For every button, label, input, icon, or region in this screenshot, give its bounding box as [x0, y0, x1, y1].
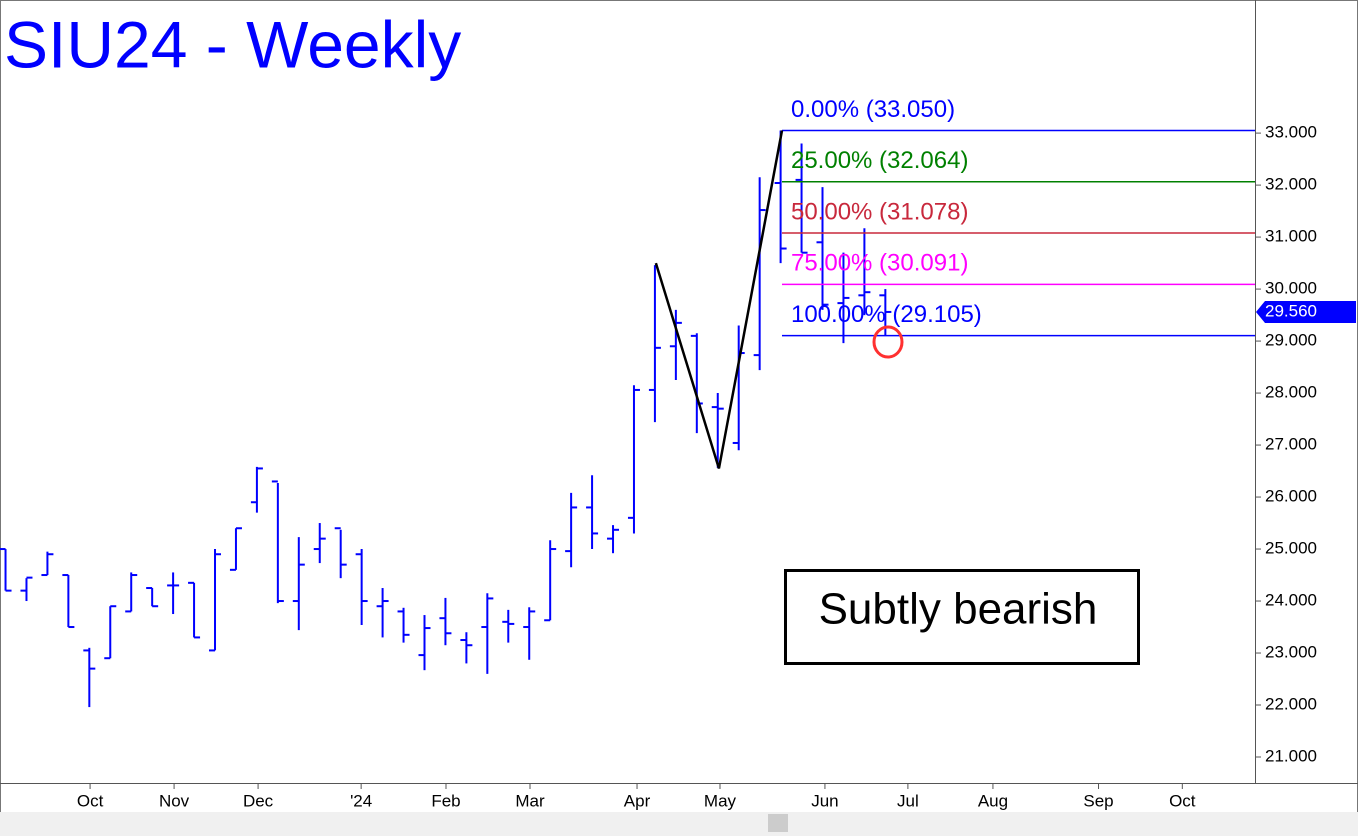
- zigzag-line: [654, 130, 784, 469]
- chart-title: SIU24 - Weekly: [4, 7, 461, 81]
- fib-label: 25.00% (32.064): [791, 147, 968, 174]
- x-tick-label: Jul: [897, 791, 919, 810]
- fib-label: 75.00% (30.091): [791, 250, 968, 277]
- annotation-box: [784, 569, 1140, 665]
- y-tick-label: 21.000: [1265, 746, 1317, 765]
- y-tick-label: 28.000: [1265, 383, 1317, 402]
- x-tick-label: Dec: [243, 791, 274, 810]
- x-tick-label: Oct: [1169, 791, 1196, 810]
- highlight-circle: [872, 325, 904, 359]
- x-tick-label: Jun: [811, 791, 838, 810]
- y-tick-label: 27.000: [1265, 435, 1317, 454]
- y-tick-label: 29.000: [1265, 331, 1317, 350]
- x-tick-label: Feb: [431, 791, 460, 810]
- last-price-tag: [1256, 300, 1356, 323]
- x-tick-label: Oct: [77, 791, 104, 810]
- scrollbar[interactable]: [0, 812, 1358, 836]
- fib-label: 100.00% (29.105): [791, 301, 982, 328]
- x-tick-label: '24: [350, 791, 372, 810]
- y-tick-label: 24.000: [1265, 591, 1317, 610]
- y-tick-label: 31.000: [1265, 227, 1317, 246]
- y-tick-label: 22.000: [1265, 694, 1317, 713]
- last-price-label: 29.560: [1265, 301, 1317, 320]
- y-tick-label: 33.000: [1265, 123, 1317, 142]
- x-tick-label: May: [704, 791, 737, 810]
- x-tick-label: Sep: [1083, 791, 1113, 810]
- y-tick-label: 23.000: [1265, 643, 1317, 662]
- y-tick-label: 30.000: [1265, 279, 1317, 298]
- x-tick-label: Apr: [624, 791, 651, 810]
- y-tick-label: 32.000: [1265, 175, 1317, 194]
- x-tick-label: Nov: [159, 791, 190, 810]
- x-tick-label: Aug: [978, 791, 1008, 810]
- annotation: Subtly bearish: [819, 585, 1098, 634]
- fib-label: 0.00% (33.050): [791, 96, 955, 123]
- y-tick-label: 25.000: [1265, 539, 1317, 558]
- fib-label: 50.00% (31.078): [791, 198, 968, 225]
- scrollbar-thumb[interactable]: [768, 814, 788, 832]
- x-tick-label: Mar: [515, 791, 545, 810]
- y-tick-label: 26.000: [1265, 487, 1317, 506]
